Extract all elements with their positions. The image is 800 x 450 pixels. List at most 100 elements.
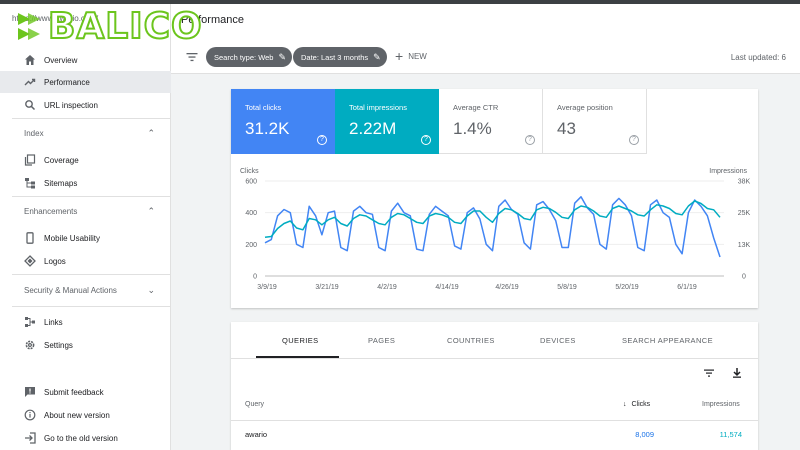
- y-tick-label: 400: [245, 210, 257, 217]
- metric-label: Total impressions: [349, 103, 407, 112]
- new-filter-button[interactable]: + NEW: [395, 49, 427, 63]
- chevron-up-icon[interactable]: ⌃: [147, 205, 155, 216]
- series-line-clicks: [264, 196, 721, 258]
- sidebar-item-links[interactable]: Links: [0, 311, 171, 333]
- links-icon: [24, 316, 36, 328]
- section-title: Index: [24, 128, 44, 138]
- column-header-query[interactable]: Query: [245, 401, 265, 408]
- y-tick-label: 600: [245, 179, 257, 186]
- y2-tick-label: 13K: [738, 242, 751, 249]
- clicks-cell: 8,009: [635, 430, 654, 439]
- sidebar-item-label: Submit feedback: [44, 387, 104, 397]
- performance-chart-card: Total clicks 31.2K ? Total impressions 2…: [231, 89, 758, 308]
- column-header-clicks[interactable]: ↓ Clicks: [623, 401, 650, 408]
- sidebar-item-label: Coverage: [44, 155, 79, 165]
- performance-line-chart[interactable]: Clicks Impressions 0 200 400 600 0 13K 25K 38K 3/9…: [231, 154, 758, 308]
- x-tick-label: 4/26/19: [495, 284, 518, 291]
- sidebar-item-logos[interactable]: Logos: [0, 250, 171, 272]
- search-type-chip[interactable]: Search type: Web ✎: [206, 47, 293, 67]
- help-icon[interactable]: ?: [317, 135, 327, 145]
- trending-up-icon: [24, 76, 36, 88]
- plus-icon: +: [395, 48, 404, 64]
- x-tick-label: 6/1/19: [677, 284, 697, 291]
- brand-logo: BALICO: [10, 6, 210, 47]
- section-enhancements-header[interactable]: Enhancements ⌃: [0, 201, 171, 221]
- x-tick-label: 4/14/19: [435, 284, 458, 291]
- y-tick-label: 200: [245, 242, 257, 249]
- gear-icon: [24, 339, 36, 351]
- last-updated-text: Last updated: 6: [730, 53, 786, 62]
- tab-devices[interactable]: DEVICES: [540, 336, 576, 345]
- section-security-header[interactable]: Security & Manual Actions ⌄: [0, 280, 171, 300]
- sidebar-item-label: Sitemaps: [44, 178, 78, 188]
- chip-label: Search type: Web: [214, 52, 274, 62]
- query-cell[interactable]: awario: [245, 430, 268, 439]
- sidebar-item-old-version[interactable]: Go to the old version: [0, 427, 171, 449]
- page-title: Performance: [181, 14, 244, 26]
- y2-axis-title: Impressions: [709, 168, 747, 175]
- metric-value: 1.4%: [453, 119, 492, 138]
- metric-label: Average CTR: [453, 103, 499, 112]
- sidebar-item-sitemaps[interactable]: Sitemaps: [0, 172, 171, 194]
- sidebar-item-label: Go to the old version: [44, 433, 118, 443]
- brand-logo-text: BALICO: [47, 6, 203, 47]
- balico-logo-icon: [18, 13, 40, 40]
- sidebar-item-mobile-usability[interactable]: Mobile Usability: [0, 227, 171, 249]
- section-title: Enhancements: [24, 206, 78, 216]
- divider: [12, 274, 171, 275]
- date-range-chip[interactable]: Date: Last 3 months ✎: [293, 47, 387, 67]
- sidebar-item-url-inspection[interactable]: URL inspection: [0, 94, 171, 116]
- metric-total-impressions[interactable]: Total impressions 2.22M ?: [335, 89, 439, 154]
- metric-value: 31.2K: [245, 119, 290, 138]
- x-tick-label: 5/8/19: [557, 284, 577, 291]
- edit-icon: ✎: [373, 51, 381, 62]
- active-tab-indicator: [256, 356, 339, 358]
- page-header: Performance: [171, 4, 800, 40]
- section-index-header[interactable]: Index ⌃: [0, 123, 171, 143]
- sidebar-item-label: Links: [44, 317, 63, 327]
- tab-search-appearance[interactable]: SEARCH APPEARANCE: [622, 336, 713, 345]
- property-domain[interactable]: https://www.awario.com/: [12, 14, 99, 23]
- chevron-down-icon[interactable]: ⌄: [147, 284, 155, 295]
- filter-icon[interactable]: [185, 50, 199, 64]
- sidebar: https://www.awario.com/ Overview Perform…: [0, 4, 171, 450]
- metric-total-clicks[interactable]: Total clicks 31.2K ?: [231, 89, 335, 154]
- y-tick-label: 0: [253, 274, 257, 281]
- table-filter-icon[interactable]: [703, 366, 715, 378]
- sidebar-item-label: Logos: [44, 256, 66, 266]
- divider: [12, 306, 171, 307]
- y2-tick-label: 25K: [738, 210, 751, 217]
- help-icon[interactable]: ?: [525, 135, 535, 145]
- row-divider: [231, 420, 758, 421]
- sidebar-item-label: About new version: [44, 410, 110, 420]
- tab-pages[interactable]: PAGES: [368, 336, 396, 345]
- metric-average-position[interactable]: Average position 43 ?: [543, 89, 647, 154]
- sidebar-item-coverage[interactable]: Coverage: [0, 149, 171, 171]
- x-tick-label: 3/9/19: [257, 284, 277, 291]
- download-icon[interactable]: [731, 366, 743, 378]
- search-icon: [24, 99, 36, 111]
- sidebar-item-performance[interactable]: Performance: [0, 71, 171, 93]
- help-icon[interactable]: ?: [421, 135, 431, 145]
- edit-icon: ✎: [278, 51, 287, 62]
- divider: [12, 118, 171, 119]
- x-tick-label: 3/21/19: [315, 284, 338, 291]
- series-line-impressions: [264, 200, 721, 239]
- column-header-impressions[interactable]: Impressions: [702, 401, 740, 408]
- sidebar-item-submit-feedback[interactable]: Submit feedback: [0, 381, 171, 403]
- home-icon: [24, 54, 36, 66]
- y2-tick-label: 38K: [738, 179, 751, 186]
- info-icon: [24, 409, 36, 421]
- tab-countries[interactable]: COUNTRIES: [447, 336, 495, 345]
- sidebar-item-settings[interactable]: Settings: [0, 334, 171, 356]
- metric-average-ctr[interactable]: Average CTR 1.4% ?: [439, 89, 543, 154]
- chevron-up-icon[interactable]: ⌃: [147, 127, 155, 138]
- help-icon[interactable]: ?: [629, 135, 639, 145]
- metric-label: Total clicks: [245, 103, 282, 112]
- sidebar-item-overview[interactable]: Overview: [0, 49, 171, 71]
- tab-queries[interactable]: QUERIES: [282, 336, 319, 345]
- divider: [12, 196, 171, 197]
- sidebar-item-about-new-version[interactable]: About new version: [0, 404, 171, 426]
- column-header-clicks-label: Clicks: [631, 401, 651, 408]
- impressions-cell: 11,574: [719, 430, 742, 439]
